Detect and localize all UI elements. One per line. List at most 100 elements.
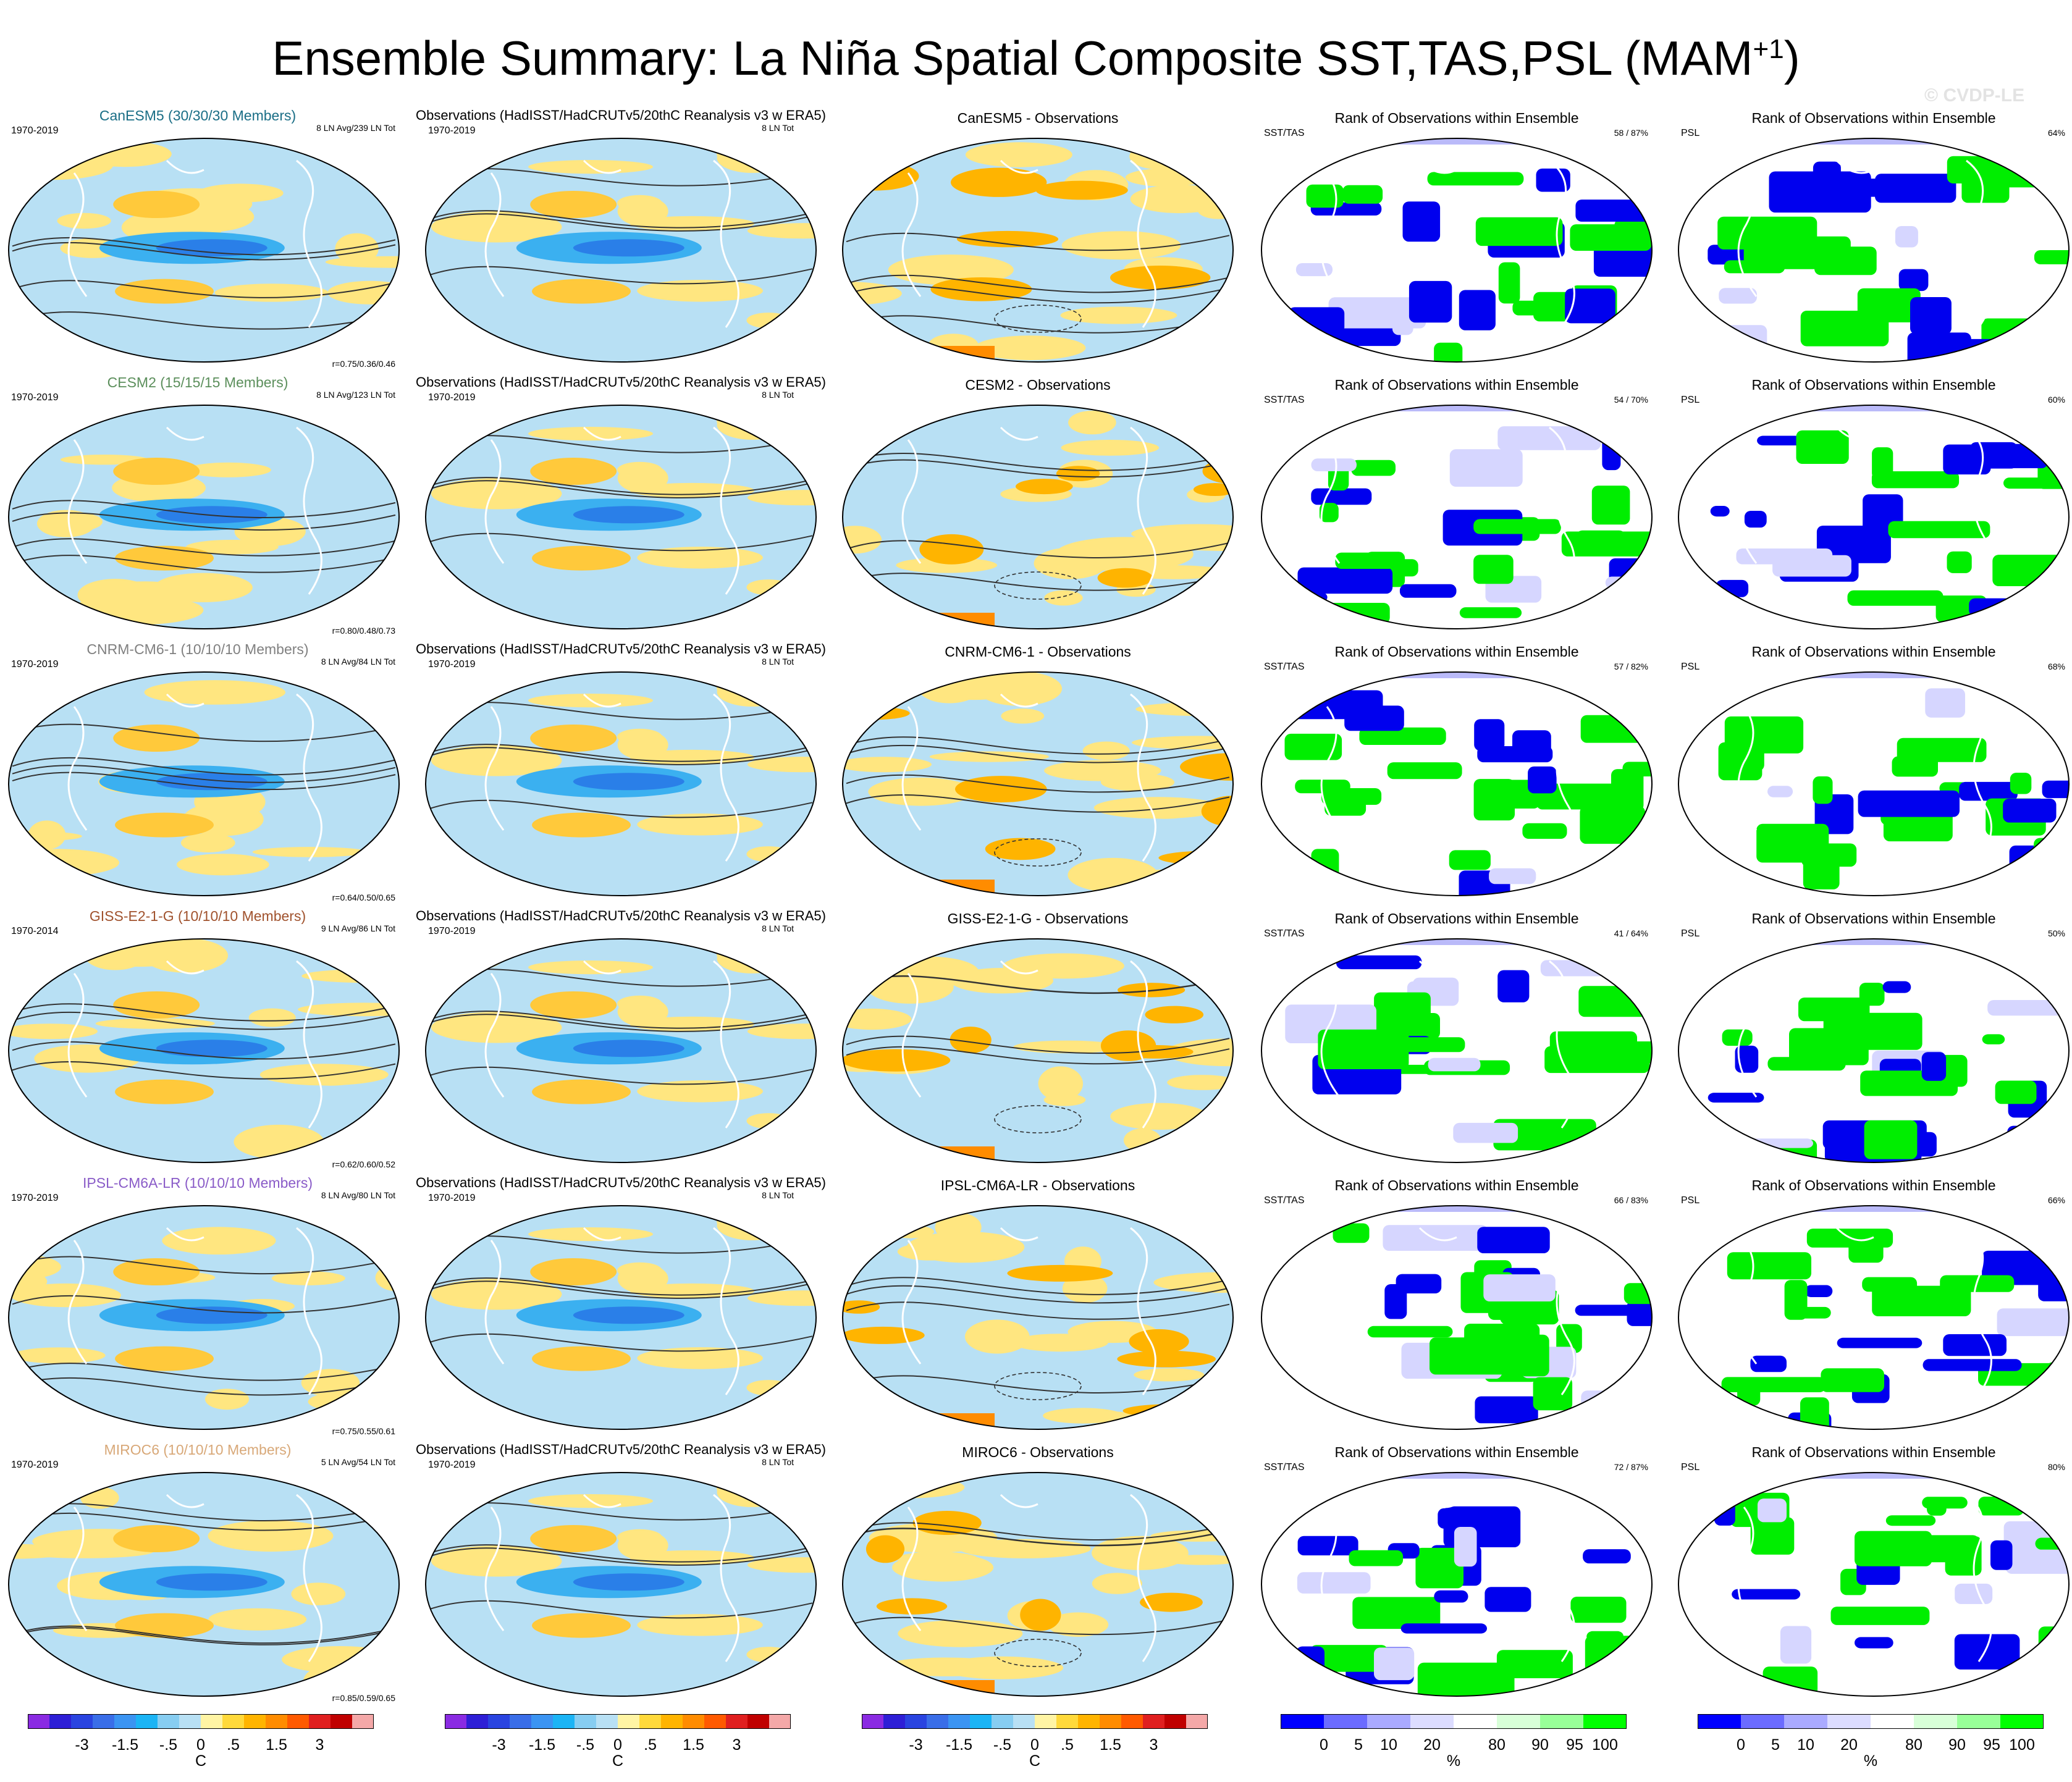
diff-map [842,1472,1234,1697]
colorbar-swatch [1583,1714,1627,1729]
rank-map [1678,405,2070,629]
observations-panel: Observations (HadISST/HadCRUTv5/20thC Re… [416,106,826,368]
rank-variable-label: SST/TAS [1264,662,1305,672]
colorbar-swatch [1454,1714,1497,1729]
model-ln-count: 9 LN Avg/86 LN Tot [321,923,395,933]
difference-panel: CanESM5 - Observations [834,106,1242,368]
rank-percent: 72 / 87% [1614,1462,1648,1472]
rank-percent: 50% [2047,928,2065,938]
observations-panel: Observations (HadISST/HadCRUTv5/20thC Re… [416,640,826,902]
rank-map [1261,1472,1653,1697]
colorbar-tick-label: 5 [1354,1736,1363,1754]
observations-panel-title: Observations (HadISST/HadCRUTv5/20thC Re… [416,1175,826,1190]
rank-psl-panel: Rank of Observations within Ensemble PSL 6… [1670,106,2072,368]
rank-panel-title: Rank of Observations within Ensemble [1751,377,1996,393]
colorbar-swatch [222,1714,245,1729]
model-ln-count: 8 LN Avg/84 LN Tot [321,657,395,666]
colorbar-unit-label: C [612,1752,624,1770]
colorbar-tick-label: -.5 [159,1736,178,1754]
colorbar-swatch [1741,1714,1785,1729]
colorbar-tick-label: 1.5 [683,1736,704,1754]
rank-percent: 54 / 70% [1614,395,1648,405]
rank-panel-title: Rank of Observations within Ensemble [1751,1444,1996,1460]
colorbar: 0 5 10 20 80 90 95 100% [1281,1714,1627,1776]
colorbar-tick-label: 80 [1488,1736,1506,1754]
diff-map [842,405,1234,629]
model-correlation: r=0.64/0.50/0.65 [332,893,395,902]
colorbar-swatch [1186,1714,1208,1729]
colorbar-tick-label: 95 [1983,1736,2000,1754]
difference-panel: CNRM-CM6-1 - Observations [834,640,1242,902]
colorbar-swatch [352,1714,374,1729]
colorbar-swatch [1957,1714,2001,1729]
model-ln-count: 8 LN Avg/123 LN Tot [316,390,395,400]
colorbar-tick-label: -3 [75,1736,89,1754]
colorbar-swatch [158,1714,180,1729]
colorbar-tick-label: .5 [644,1736,657,1754]
rank-panel-title: Rank of Observations within Ensemble [1334,377,1579,393]
colorbar-tick-label: 3 [732,1736,741,1754]
colorbar-swatch [179,1714,201,1729]
colorbar-swatch [618,1714,640,1729]
colorbar: -3 -1.5 -.5 0 .5 1.5 3 C [445,1714,791,1776]
model-correlation: r=0.85/0.59/0.65 [332,1693,395,1703]
colorbar-swatch [1100,1714,1122,1729]
rank-map [1678,1472,2070,1697]
rank-map [1678,938,2070,1163]
model-panel-title: IPSL-CM6A-LR (10/10/10 Members) [83,1175,313,1191]
rank-map [1678,138,2070,363]
anom-map [425,138,817,363]
rank-percent: 57 / 82% [1614,662,1648,671]
observations-period: 1970-2019 [428,1193,476,1203]
anom-map [8,1205,400,1430]
colorbar: 0 5 10 20 80 90 95 100% [1698,1714,2044,1776]
rank-sst-tas-panel: Rank of Observations within Ensemble SST/… [1253,907,1661,1169]
anom-map [425,405,817,629]
rank-variable-label: PSL [1681,662,1700,672]
model-panel-title: CNRM-CM6-1 (10/10/10 Members) [86,641,309,657]
colorbar-swatch [114,1714,137,1729]
difference-panel-title: CESM2 - Observations [965,377,1111,393]
anom-map [425,1472,817,1697]
model-panel-title: MIROC6 (10/10/10 Members) [104,1442,292,1458]
colorbar-swatch [639,1714,662,1729]
rank-sst-tas-panel: Rank of Observations within Ensemble SST/… [1253,373,1661,635]
colorbar-tick-label: .5 [227,1736,240,1754]
rank-variable-label: PSL [1681,1195,1700,1206]
model-period: 1970-2019 [11,659,59,670]
rank-variable-label: PSL [1681,395,1700,405]
colorbar-unit-label: C [1029,1752,1041,1770]
observations-period: 1970-2019 [428,926,476,936]
observations-period: 1970-2019 [428,659,476,670]
diff-map [842,1205,1234,1430]
observations-ln-count: 8 LN Tot [762,657,794,666]
model-ln-count: 8 LN Avg/80 LN Tot [321,1190,395,1200]
colorbar-swatch [704,1714,726,1729]
colorbar-swatches [28,1714,374,1729]
model-period: 1970-2019 [11,1193,59,1203]
colorbar-tick-label: 1.5 [1100,1736,1121,1754]
colorbar-swatch [287,1714,310,1729]
colorbar-unit-label: % [1863,1752,1878,1770]
colorbar-swatch [683,1714,705,1729]
model-correlation: r=0.75/0.55/0.61 [332,1426,395,1436]
colorbar-tick-label: -1.5 [945,1736,973,1754]
model-panel: CESM2 (15/15/15 Members) 1970-2019 8 LN Av… [0,373,408,636]
anom-map [425,1205,817,1430]
rank-map [1261,405,1653,629]
rank-variable-label: SST/TAS [1264,128,1305,138]
colorbar-swatch [331,1714,353,1729]
colorbar-swatch [726,1714,748,1729]
observations-period: 1970-2019 [428,1460,476,1470]
model-panel: GISS-E2-1-G (10/10/10 Members) 1970-2014 9… [0,907,408,1169]
colorbar-swatch [553,1714,575,1729]
colorbar-swatch [1324,1714,1368,1729]
colorbar-tick-label: -.5 [993,1736,1012,1754]
rank-panel-title: Rank of Observations within Ensemble [1334,110,1579,126]
anom-map [425,671,817,896]
difference-panel-title: CNRM-CM6-1 - Observations [945,644,1131,660]
colorbar: -3 -1.5 -.5 0 .5 1.5 3 C [862,1714,1208,1776]
model-panel-title: GISS-E2-1-G (10/10/10 Members) [89,908,306,924]
colorbar-tick-label: 90 [1531,1736,1549,1754]
colorbar-tick-label: 5 [1771,1736,1780,1754]
